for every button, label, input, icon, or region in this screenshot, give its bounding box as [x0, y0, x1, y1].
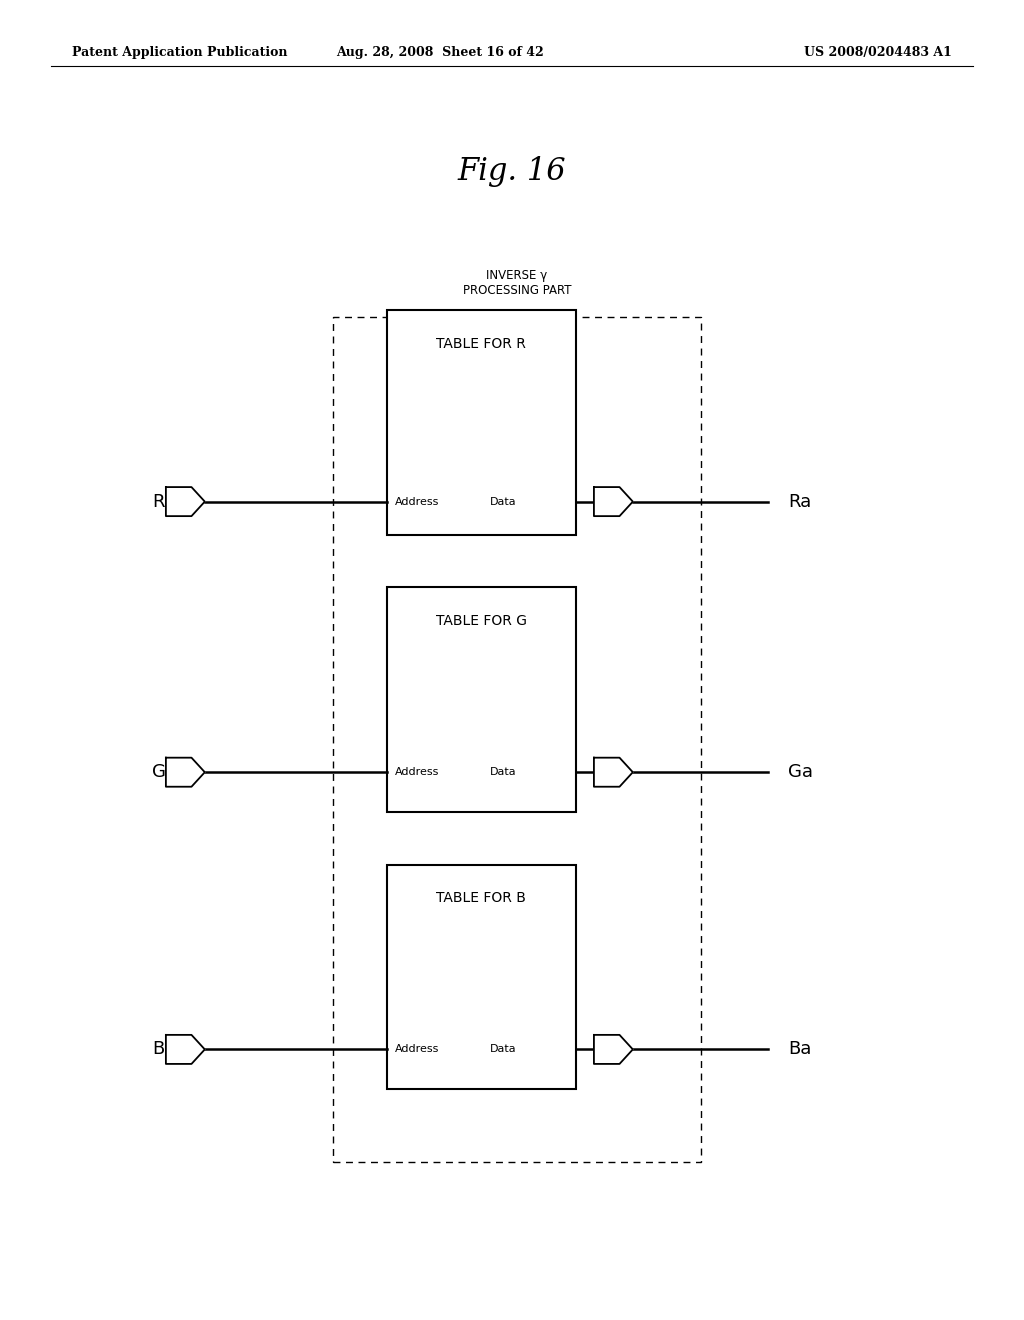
Text: R: R	[153, 492, 165, 511]
Text: Address: Address	[394, 496, 439, 507]
Bar	[386, 310, 575, 535]
Text: TABLE FOR G: TABLE FOR G	[436, 614, 526, 628]
Text: INVERSE γ
PROCESSING PART: INVERSE γ PROCESSING PART	[463, 269, 571, 297]
Text: Patent Application Publication: Patent Application Publication	[72, 46, 287, 59]
Bar	[386, 865, 575, 1089]
Text: Address: Address	[394, 1044, 439, 1055]
Text: Data: Data	[489, 1044, 516, 1055]
Polygon shape	[594, 758, 633, 787]
Text: Fig. 16: Fig. 16	[458, 156, 566, 187]
Text: Address: Address	[394, 767, 439, 777]
Text: Aug. 28, 2008  Sheet 16 of 42: Aug. 28, 2008 Sheet 16 of 42	[337, 46, 544, 59]
Polygon shape	[166, 758, 205, 787]
Text: Data: Data	[489, 767, 516, 777]
Text: G: G	[152, 763, 166, 781]
Text: Ra: Ra	[788, 492, 812, 511]
Text: Ba: Ba	[788, 1040, 812, 1059]
Text: Ga: Ga	[788, 763, 813, 781]
Polygon shape	[594, 487, 633, 516]
Polygon shape	[166, 1035, 205, 1064]
Text: TABLE FOR B: TABLE FOR B	[436, 891, 526, 906]
Bar	[333, 317, 701, 1162]
Text: B: B	[153, 1040, 165, 1059]
Text: US 2008/0204483 A1: US 2008/0204483 A1	[805, 46, 952, 59]
Bar	[386, 587, 575, 812]
Text: Data: Data	[489, 496, 516, 507]
Polygon shape	[166, 487, 205, 516]
Text: TABLE FOR R: TABLE FOR R	[436, 337, 526, 351]
Polygon shape	[594, 1035, 633, 1064]
